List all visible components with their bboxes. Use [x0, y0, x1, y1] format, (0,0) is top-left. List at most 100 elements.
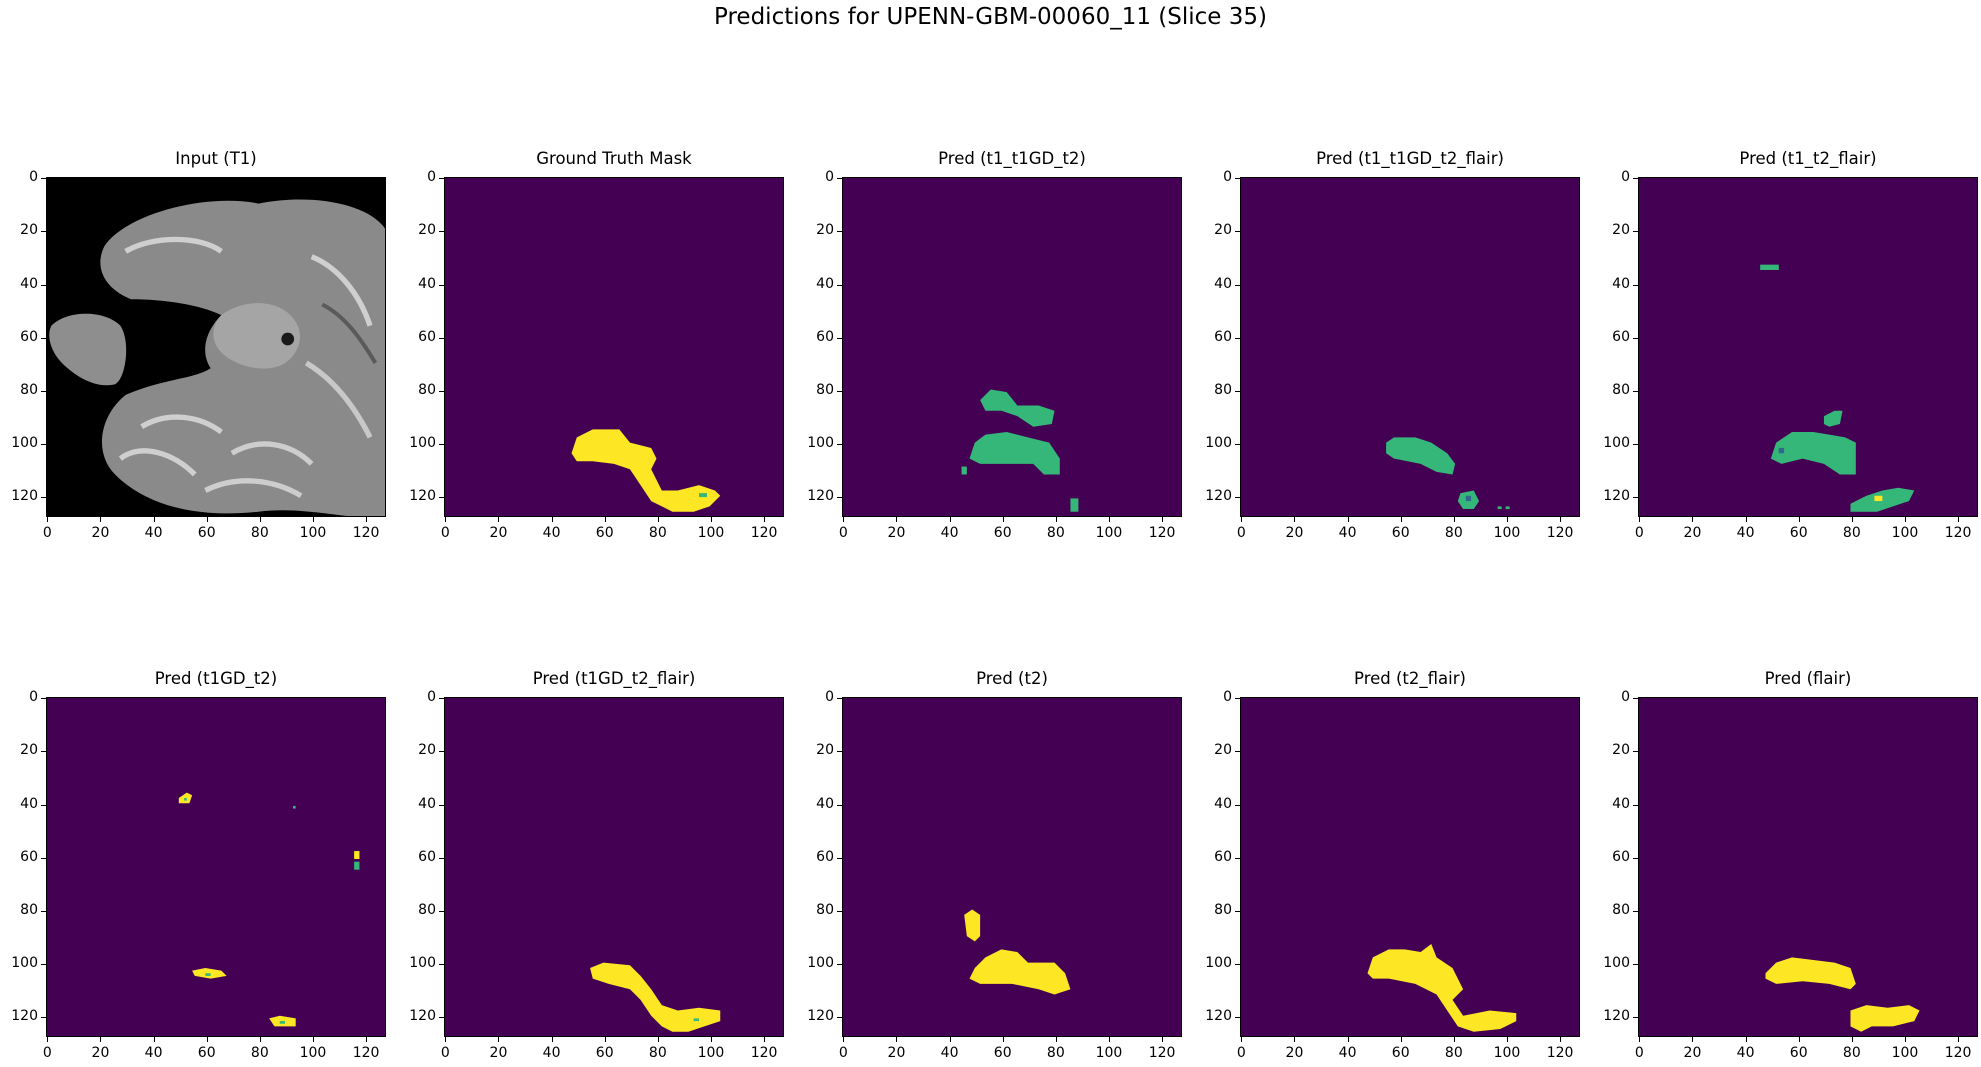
x-tick-mark: [1958, 1037, 1960, 1042]
panel-title: Pred (t2_flair): [1354, 669, 1466, 688]
x-tick-mark: [1851, 517, 1853, 522]
y-tick-mark: [41, 1017, 46, 1019]
x-tick-mark: [1639, 1037, 1641, 1042]
x-tick-label: 0: [42, 525, 52, 541]
y-tick-mark: [439, 178, 444, 180]
y-tick-mark: [1235, 497, 1240, 499]
y-tick-mark: [1633, 698, 1638, 700]
y-tick-label: 0: [1621, 689, 1630, 706]
x-tick-label: 80: [648, 1045, 667, 1061]
x-tick-label: 120: [1546, 1045, 1574, 1061]
mask-image: [444, 697, 784, 1037]
axes: 0 20 40 60 80 100 120 0 20 40 60 80 100 120: [1205, 689, 1580, 1061]
x-tick-mark: [1108, 517, 1110, 522]
y-tick-mark: [439, 390, 444, 392]
y-tick-label: 0: [1223, 689, 1232, 706]
y-tick-mark: [1235, 698, 1240, 700]
panel-title: Pred (t2): [976, 669, 1048, 688]
y-tick-mark: [439, 857, 444, 859]
x-tick-label: 20: [91, 525, 110, 541]
y-tick-mark: [1235, 751, 1240, 753]
x-tick-label: 0: [1634, 1045, 1644, 1061]
y-tick-label: 20: [1612, 222, 1630, 239]
x-tick-label: 60: [1391, 1045, 1410, 1061]
y-tick-mark: [1235, 804, 1240, 806]
axes: 0 20 40 60 80 100 120 0 20 40 60 80 100 120: [409, 689, 784, 1061]
x-tick-label: 120: [750, 525, 778, 541]
x-tick-mark: [1639, 517, 1641, 522]
x-tick-label: 20: [1285, 1045, 1304, 1061]
y-tick-mark: [41, 804, 46, 806]
y-tick-mark: [1633, 857, 1638, 859]
y-tick-label: 20: [816, 222, 834, 239]
panel-input-t1: Input (T1) 0 20 40 60 80 100 120 0 20 40 60 80 100 12…: [11, 149, 386, 541]
x-tick-mark: [47, 1037, 49, 1042]
axes: 0 20 40 60 80 100 120 0 20 40 60 80 100 120: [11, 689, 386, 1061]
x-tick-mark: [100, 517, 102, 522]
y-tick-mark: [1633, 804, 1638, 806]
y-tick-mark: [837, 857, 842, 859]
x-tick-label: 120: [1148, 525, 1176, 541]
x-tick-mark: [764, 517, 766, 522]
y-tick-mark: [41, 751, 46, 753]
x-tick-mark: [1400, 517, 1402, 522]
y-tick-mark: [1633, 390, 1638, 392]
x-tick-label: 0: [1634, 525, 1644, 541]
x-tick-label: 100: [1891, 525, 1919, 541]
y-tick-mark: [439, 231, 444, 233]
panel-title: Pred (t1GD_t2): [154, 669, 278, 688]
y-tick-label: 0: [29, 689, 38, 706]
y-tick-mark: [1633, 963, 1638, 965]
x-tick-mark: [498, 1037, 500, 1042]
axes: 0 20 40 60 80 100 120 0 20 40 60 80 100 120: [1205, 169, 1580, 541]
x-tick-mark: [1560, 1037, 1562, 1042]
x-tick-label: 100: [299, 525, 327, 541]
y-tick-label: 20: [816, 742, 834, 759]
y-tick-label: 120: [1603, 1008, 1630, 1025]
y-tick-label: 80: [816, 901, 834, 918]
y-tick-label: 40: [816, 275, 834, 292]
x-tick-label: 0: [838, 525, 848, 541]
y-tick-label: 100: [409, 434, 436, 451]
x-tick-mark: [1958, 517, 1960, 522]
x-tick-mark: [312, 517, 314, 522]
y-tick-mark: [439, 337, 444, 339]
y-tick-label: 20: [1214, 742, 1232, 759]
panel-pred-t1-t2-flair: Pred (t1_t2_flair) 0 20 40 60 80 100 120 0 20 40 6…: [1603, 149, 1978, 541]
x-tick-label: 60: [993, 1045, 1012, 1061]
x-tick-mark: [1002, 1037, 1004, 1042]
x-tick-mark: [1055, 1037, 1057, 1042]
panel-title: Ground Truth Mask: [536, 149, 692, 168]
panel-title: Pred (t1_t2_flair): [1739, 149, 1877, 168]
x-tick-label: 100: [1493, 525, 1521, 541]
x-tick-label: 20: [1683, 1045, 1702, 1061]
x-tick-label: 60: [1789, 525, 1808, 541]
y-tick-mark: [837, 698, 842, 700]
x-tick-mark: [1108, 1037, 1110, 1042]
y-tick-mark: [439, 804, 444, 806]
x-tick-label: 100: [1095, 1045, 1123, 1061]
x-tick-label: 60: [595, 1045, 614, 1061]
y-tick-mark: [41, 497, 46, 499]
x-tick-mark: [153, 1037, 155, 1042]
y-tick-label: 80: [1612, 381, 1630, 398]
y-tick-mark: [439, 751, 444, 753]
x-tick-mark: [445, 517, 447, 522]
x-tick-mark: [1347, 1037, 1349, 1042]
y-tick-mark: [837, 1017, 842, 1019]
x-tick-label: 40: [542, 525, 561, 541]
x-tick-label: 80: [1842, 1045, 1861, 1061]
x-tick-label: 60: [1391, 525, 1410, 541]
y-tick-label: 0: [825, 689, 834, 706]
x-tick-mark: [366, 1037, 368, 1042]
x-tick-mark: [657, 1037, 659, 1042]
x-tick-mark: [551, 1037, 553, 1042]
x-tick-label: 40: [144, 525, 163, 541]
x-tick-mark: [949, 517, 951, 522]
x-tick-label: 80: [250, 1045, 269, 1061]
y-tick-label: 80: [418, 901, 436, 918]
panel-pred-t1-t1gd-t2-flair: Pred (t1_t1GD_t2_flair) 0 20 40 60 80 100 120 0…: [1205, 149, 1580, 541]
y-tick-label: 100: [1205, 954, 1232, 971]
panel-pred-t1-t1gd-t2: Pred (t1_t1GD_t2) 0 20 40 60 80 100 120 0 20 40 60…: [807, 149, 1182, 541]
y-tick-label: 80: [20, 381, 38, 398]
